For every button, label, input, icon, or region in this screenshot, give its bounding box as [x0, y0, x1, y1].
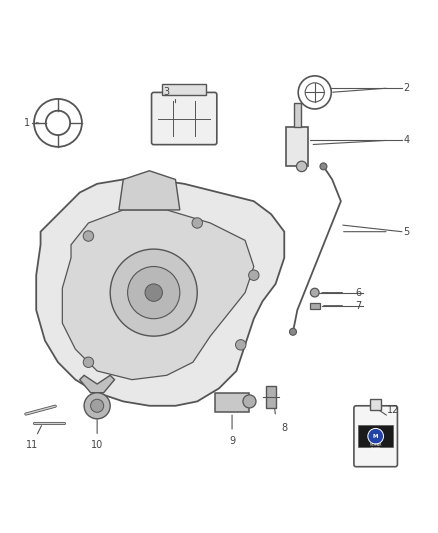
Circle shape: [127, 266, 180, 319]
Text: 7: 7: [355, 301, 361, 311]
Text: 1: 1: [25, 118, 31, 128]
Bar: [358, 425, 393, 447]
Circle shape: [290, 328, 297, 335]
Text: 12: 12: [387, 405, 399, 415]
Circle shape: [110, 249, 197, 336]
Text: 3: 3: [164, 87, 170, 98]
FancyBboxPatch shape: [354, 406, 397, 467]
Text: 5: 5: [403, 227, 409, 237]
Circle shape: [192, 218, 202, 228]
Circle shape: [297, 161, 307, 172]
Circle shape: [320, 163, 327, 170]
Circle shape: [368, 429, 384, 444]
Bar: [286, 127, 308, 166]
Text: MOPAR
FLUID: MOPAR FLUID: [369, 443, 382, 451]
Text: 10: 10: [91, 440, 103, 450]
Text: 2: 2: [403, 83, 409, 93]
Text: 4: 4: [403, 135, 409, 146]
Text: 6: 6: [355, 288, 361, 297]
Bar: [215, 393, 250, 413]
Text: 9: 9: [229, 435, 235, 446]
Bar: [266, 386, 276, 408]
Circle shape: [236, 340, 246, 350]
Text: 8: 8: [281, 423, 287, 433]
Circle shape: [83, 357, 94, 367]
Polygon shape: [36, 180, 284, 406]
Polygon shape: [62, 210, 254, 379]
Circle shape: [91, 399, 104, 413]
Polygon shape: [119, 171, 180, 210]
Bar: [294, 103, 301, 127]
Circle shape: [83, 231, 94, 241]
Circle shape: [84, 393, 110, 419]
Polygon shape: [80, 375, 115, 393]
Bar: [310, 303, 320, 309]
Bar: [371, 399, 381, 410]
Circle shape: [145, 284, 162, 301]
Circle shape: [311, 288, 319, 297]
Text: M: M: [373, 434, 378, 439]
Circle shape: [249, 270, 259, 280]
FancyBboxPatch shape: [152, 92, 217, 144]
Text: 11: 11: [26, 440, 38, 450]
Bar: [162, 84, 206, 94]
Circle shape: [243, 395, 256, 408]
